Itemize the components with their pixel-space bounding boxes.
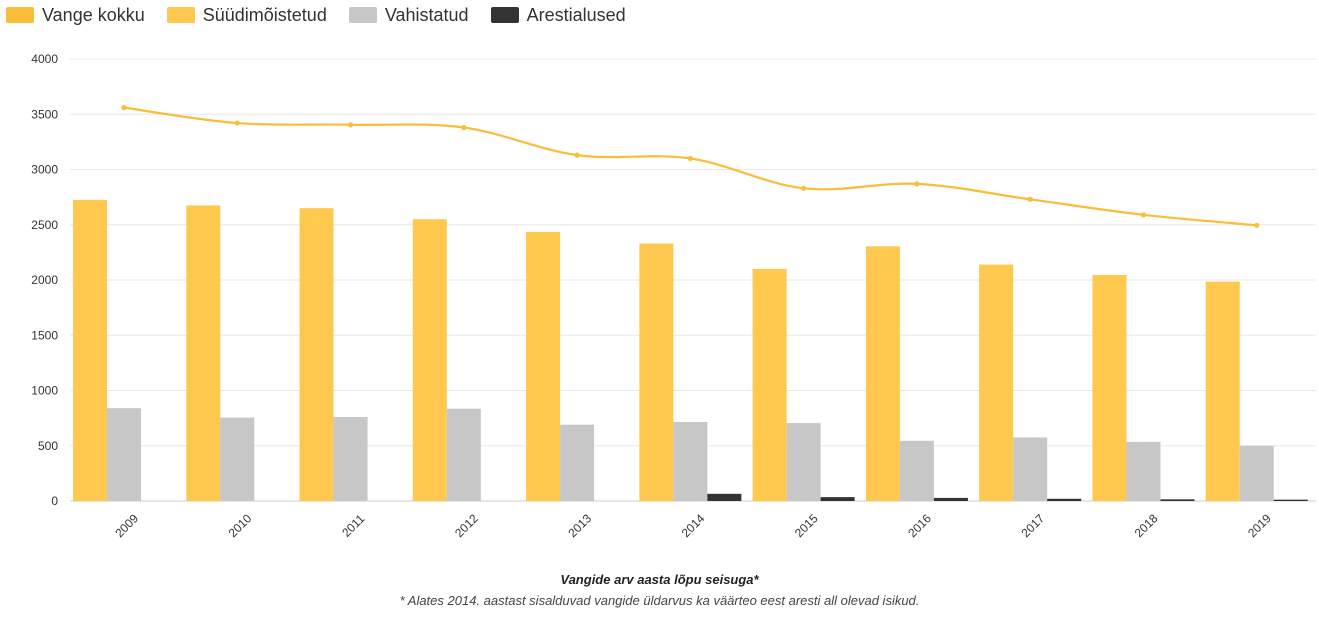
bar-detained-2009 — [107, 408, 141, 501]
point-vange-kokku-2014 — [687, 155, 693, 162]
legend-label-vange-kokku: Vange kokku — [42, 4, 145, 25]
point-vange-kokku-2016 — [914, 181, 920, 187]
bar-detained-2014 — [673, 421, 708, 501]
bar-convicted-2016 — [865, 246, 900, 501]
point-vange-kokku-2009 — [121, 105, 127, 111]
bar-convicted-2009 — [73, 199, 107, 501]
legend-item-vahistatud[interactable]: Vahistatud — [348, 4, 469, 26]
chart-title: Vangide arv aasta lõpu seisuga* — [560, 572, 759, 587]
x-tick-label-2013: 2013 — [565, 511, 594, 540]
y-tick-label-3000: 3000 — [31, 163, 58, 177]
bar-detained-2016 — [899, 440, 934, 501]
y-tick-label-3500: 3500 — [31, 107, 58, 121]
bar-arrested-2014 — [707, 493, 742, 501]
bar-detained-2015 — [786, 423, 821, 501]
bar-convicted-2014 — [639, 243, 674, 501]
bar-arrested-2016 — [933, 497, 968, 501]
bar-convicted-2015 — [752, 268, 787, 501]
legend-swatch-arestialused — [490, 7, 519, 23]
bar-detained-2012 — [446, 408, 481, 501]
point-vange-kokku-2019 — [1254, 222, 1260, 228]
bar-arrested-2018 — [1160, 499, 1195, 501]
point-vange-kokku-2017 — [1027, 196, 1033, 202]
x-tick-label-2016: 2016 — [905, 511, 934, 540]
point-vange-kokku-2012 — [461, 124, 467, 131]
bar-convicted-2017 — [979, 264, 1014, 501]
legend-label-arestialused: Arestialused — [526, 4, 626, 25]
x-tick-label-2018: 2018 — [1132, 511, 1161, 540]
point-vange-kokku-2010 — [234, 120, 240, 126]
prisoners-chart: 0 500 1000 1500 2000 2500 3000 3500 4000 2009 2010… — [31, 52, 1316, 540]
y-tick-label-1000: 1000 — [31, 384, 58, 398]
bar-detained-2010 — [220, 417, 255, 501]
bar-arrested-2019 — [1273, 499, 1308, 501]
x-tick-label-2014: 2014 — [679, 511, 708, 540]
x-tick-label-2019: 2019 — [1245, 511, 1274, 540]
chart-footnote: * Alates 2014. aastast sisalduvad vangid… — [399, 593, 920, 608]
legend-label-vahistatud: Vahistatud — [384, 4, 469, 25]
point-vange-kokku-2015 — [801, 185, 807, 191]
chart-legend: Vange kokku Süüdimõistetud Vahistatud Ar… — [6, 3, 626, 27]
y-tick-label-2000: 2000 — [31, 273, 58, 287]
point-vange-kokku-2018 — [1140, 212, 1147, 218]
y-tick-label-1500: 1500 — [31, 328, 58, 342]
y-tick-label-2500: 2500 — [31, 218, 58, 232]
point-vange-kokku-2011 — [347, 122, 354, 128]
bar-detained-2019 — [1239, 445, 1274, 501]
bar-convicted-2010 — [186, 205, 221, 501]
legend-item-suudimoistetud[interactable]: Süüdimõistetud — [166, 4, 327, 26]
bar-convicted-2013 — [526, 231, 561, 501]
bar-arrested-2017 — [1047, 498, 1082, 501]
bar-detained-2018 — [1126, 441, 1161, 501]
y-tick-label-0: 0 — [51, 494, 58, 508]
bar-convicted-2018 — [1092, 275, 1127, 501]
bar-convicted-2012 — [412, 219, 447, 501]
bar-detained-2011 — [333, 417, 368, 501]
point-vange-kokku-2013 — [574, 152, 580, 158]
bar-detained-2017 — [1013, 437, 1048, 501]
y-tick-label-500: 500 — [38, 439, 58, 453]
line-vange-kokku — [123, 106, 1257, 227]
x-tick-label-2012: 2012 — [452, 511, 481, 540]
legend-item-arestialused[interactable]: Arestialused — [490, 4, 626, 26]
legend-swatch-vange-kokku — [6, 7, 34, 23]
legend-swatch-suudimoistetud — [166, 7, 195, 23]
legend-label-suudimoistetud: Süüdimõistetud — [202, 4, 327, 25]
bar-convicted-2019 — [1205, 281, 1240, 501]
x-tick-label-2015: 2015 — [792, 511, 821, 540]
x-tick-label-2017: 2017 — [1018, 511, 1047, 540]
bar-detained-2013 — [560, 424, 595, 501]
y-tick-label-4000: 4000 — [31, 52, 58, 66]
x-tick-label-2011: 2011 — [339, 511, 367, 539]
legend-swatch-vahistatud — [348, 7, 377, 23]
x-tick-label-2010: 2010 — [226, 511, 255, 540]
bar-convicted-2011 — [299, 208, 334, 502]
legend-item-vange-kokku[interactable]: Vange kokku — [6, 5, 145, 26]
x-tick-label-2009: 2009 — [112, 511, 141, 540]
bar-arrested-2015 — [820, 497, 855, 501]
